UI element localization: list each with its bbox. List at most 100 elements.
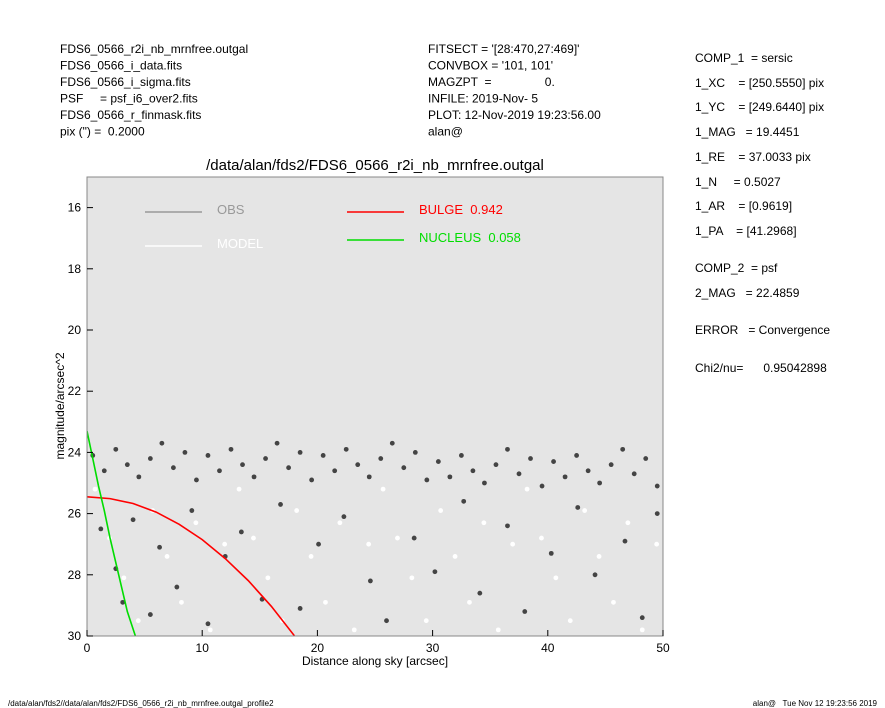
header-middle-line: FITSECT = '[28:470,27:469]' (428, 42, 579, 56)
data-point (157, 544, 162, 550)
data-point (297, 450, 303, 455)
data-point (182, 450, 188, 455)
y-tick-label: 30 (68, 629, 82, 643)
data-point (384, 618, 389, 624)
data-point (522, 609, 528, 614)
fit-result-line: 2_MAG = 22.4859 (695, 286, 800, 300)
data-point (236, 486, 242, 492)
data-point (130, 517, 136, 523)
data-point (510, 541, 516, 547)
data-point (147, 612, 153, 617)
data-point (159, 440, 165, 446)
data-point (592, 572, 598, 578)
data-point (113, 446, 119, 452)
legend-label: OBS (217, 202, 245, 217)
data-point (639, 615, 645, 621)
data-point (217, 468, 222, 474)
data-point (294, 508, 300, 513)
x-tick-label: 30 (426, 641, 440, 655)
fit-result-line: 1_RE = 37.0033 pix (695, 150, 811, 164)
data-point (505, 446, 510, 452)
data-point (467, 599, 472, 605)
data-point (482, 480, 487, 486)
legend-label: MODEL (217, 236, 263, 251)
data-point (654, 541, 660, 547)
data-point (389, 440, 395, 446)
data-point (447, 474, 453, 480)
data-point (643, 456, 649, 461)
y-tick-label: 28 (68, 568, 82, 582)
y-tick-label: 18 (68, 262, 82, 276)
header-middle-line: alan@ (428, 125, 463, 139)
data-point (320, 453, 326, 458)
data-point (240, 462, 245, 468)
data-point (435, 459, 441, 464)
data-point (524, 486, 530, 492)
data-point (470, 468, 476, 474)
data-point (323, 599, 328, 605)
data-point (366, 474, 372, 480)
chart-title: /data/alan/fds2/FDS6_0566_r2i_nb_mrnfree… (206, 157, 544, 174)
header-middle-line: MAGZPT = 0. (428, 75, 555, 89)
fit-result-line: 1_PA = [41.2968] (695, 224, 797, 238)
data-point (548, 550, 554, 556)
data-point (286, 465, 291, 471)
data-point (308, 554, 314, 559)
data-point (265, 575, 271, 581)
data-point (238, 529, 244, 535)
fit-result-line: COMP_2 = psf (695, 261, 778, 275)
header-left-line: FDS6_0566_r2i_nb_mrnfree.outgal (60, 42, 248, 56)
data-point (341, 514, 347, 520)
data-point (380, 486, 386, 492)
header-middle-line: CONVBOX = '101, 101' (428, 59, 553, 73)
data-point (174, 584, 180, 590)
data-point (193, 520, 199, 526)
data-point (495, 627, 501, 633)
y-axis-label: magnitude/arcsec^2 (53, 352, 67, 459)
data-point (452, 554, 458, 559)
data-point (147, 456, 153, 461)
y-tick-label: 26 (68, 507, 82, 521)
x-axis-label: Distance along sky [arcsec] (302, 654, 448, 668)
data-point (411, 535, 417, 541)
header-left-line: FDS6_0566_i_data.fits (60, 59, 182, 73)
fit-result-line: 1_YC = [249.6440] pix (695, 100, 824, 114)
data-point (189, 508, 195, 513)
data-point (263, 456, 268, 461)
data-point (351, 627, 357, 633)
data-point (316, 541, 321, 547)
data-point (101, 468, 107, 474)
data-point (297, 606, 303, 611)
header-left-line: PSF = psf_i6_over2.fits (60, 92, 198, 106)
header-left-line: FDS6_0566_i_sigma.fits (60, 75, 191, 89)
y-tick-label: 22 (68, 384, 82, 398)
data-point (205, 453, 211, 458)
header-middle-line: INFILE: 2019-Nov- 5 (428, 92, 538, 106)
data-point (438, 508, 444, 513)
data-point (409, 575, 415, 581)
fit-result-line: COMP_1 = sersic (695, 51, 793, 65)
data-point (207, 627, 213, 633)
data-point (539, 535, 544, 541)
x-tick-label: 0 (84, 641, 91, 655)
data-point (481, 520, 487, 526)
data-point (378, 456, 384, 461)
footer-path: /data/alan/fds2//data/alan/fds2/FDS6_056… (8, 699, 274, 708)
header-middle-line: PLOT: 12-Nov-2019 19:23:56.00 (428, 108, 601, 122)
fit-result-line: Chi2/nu= 0.95042898 (695, 361, 827, 375)
data-point (493, 462, 499, 468)
plot-background (87, 177, 663, 636)
data-point (574, 453, 579, 458)
data-point (98, 526, 104, 532)
data-point (585, 468, 591, 474)
data-point (654, 483, 660, 489)
x-tick-label: 50 (656, 641, 670, 655)
data-point (551, 459, 556, 464)
data-point (622, 538, 628, 544)
y-tick-label: 20 (68, 323, 82, 337)
data-point (367, 578, 373, 584)
data-point (251, 474, 257, 480)
data-point (278, 502, 283, 507)
x-tick-label: 40 (541, 641, 555, 655)
